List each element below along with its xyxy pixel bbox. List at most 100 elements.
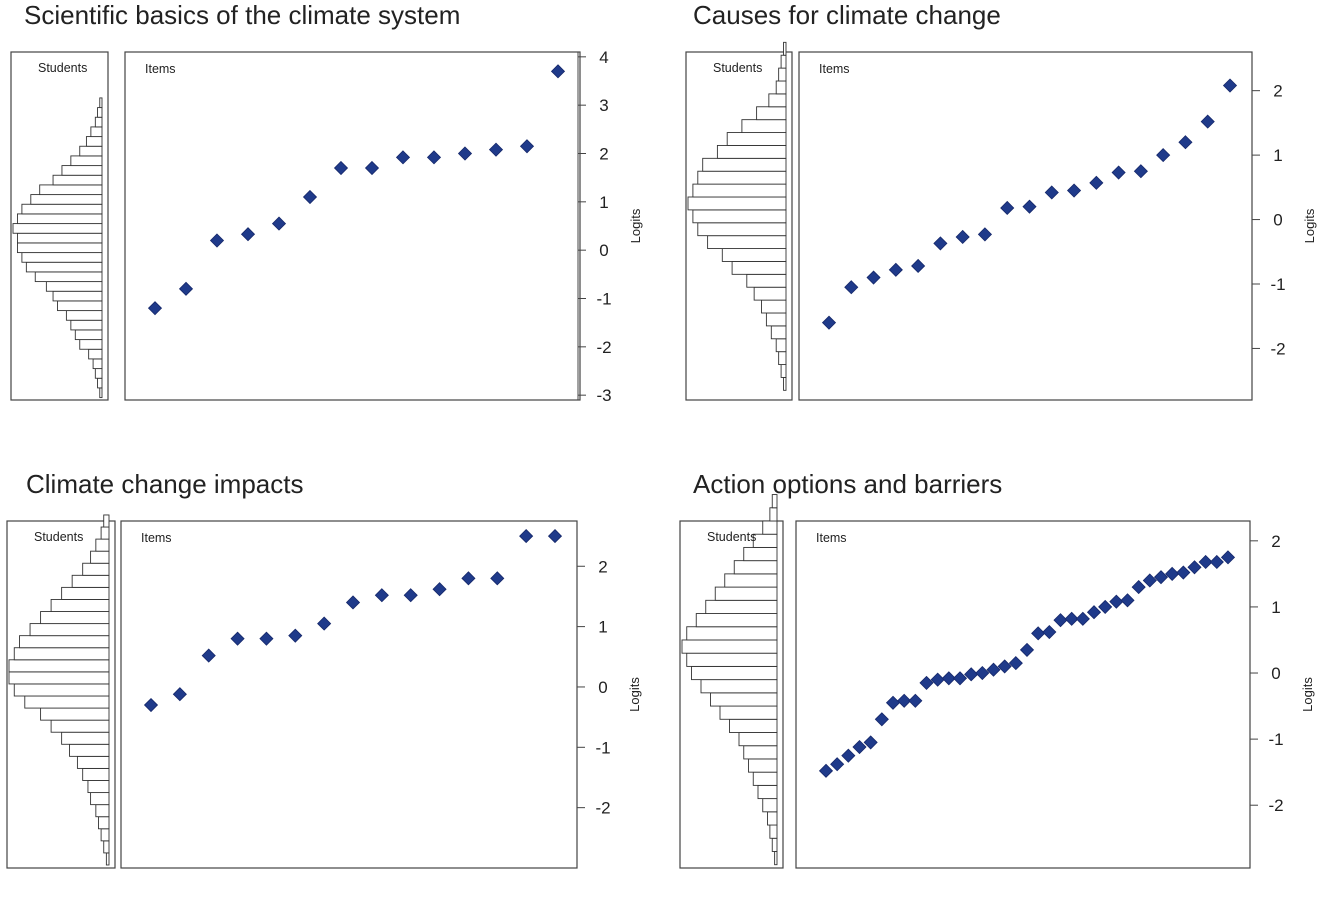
item-point	[930, 672, 945, 687]
student-histogram-bar	[98, 816, 110, 830]
student-histogram-bar	[768, 93, 787, 108]
student-histogram-bar	[775, 338, 787, 353]
student-histogram-bar	[17, 213, 103, 225]
item-point	[1064, 611, 1079, 626]
item-point	[1111, 165, 1126, 180]
item-point	[911, 258, 926, 274]
student-histogram-bar	[743, 546, 778, 562]
student-histogram-bar	[71, 574, 110, 588]
student-histogram-bar	[57, 300, 103, 312]
chart-title: Action options and barriers	[693, 469, 1003, 499]
item-point	[1220, 550, 1236, 565]
student-histogram-bar	[765, 312, 787, 327]
student-histogram-bar	[757, 784, 778, 800]
student-histogram-bar	[24, 695, 110, 709]
y-tick-label: 0	[599, 241, 608, 260]
student-histogram-bar	[40, 707, 110, 721]
students-panel-frame	[679, 520, 784, 869]
item-point	[866, 270, 881, 285]
student-histogram-bar	[90, 550, 110, 564]
item-point	[1120, 593, 1135, 608]
student-histogram-bar	[61, 586, 110, 600]
chart-svg: Students Items -2 -1 0 1 2 Logits	[679, 494, 1315, 869]
y-tick-label: -1	[1270, 275, 1285, 294]
y-axis-label: Logits	[628, 208, 643, 243]
items-panel-frame	[124, 51, 581, 401]
item-point	[1019, 642, 1035, 657]
student-histogram-bar	[780, 364, 787, 378]
student-histogram-bar	[692, 183, 787, 198]
item-point	[201, 648, 216, 663]
student-histogram-bar	[95, 804, 110, 818]
y-tick-label: 3	[599, 96, 608, 115]
item-point	[1142, 573, 1157, 588]
y-tick-label: -1	[1268, 730, 1283, 749]
student-histogram-bar	[697, 170, 787, 185]
item-point	[1066, 183, 1082, 198]
item-point	[1098, 599, 1113, 614]
item-point	[955, 229, 970, 245]
item-point	[426, 150, 442, 165]
student-histogram-bar	[710, 692, 778, 707]
plot-group: Students Items -2 -1 0 1 2 Logits	[6, 514, 642, 869]
student-histogram-bar	[79, 145, 103, 157]
student-histogram-bar	[721, 248, 787, 262]
item-point	[1178, 135, 1193, 150]
item-point	[1153, 570, 1169, 585]
item-point	[364, 160, 380, 176]
panel-causes: Causes for climate change Students Items -…	[685, 0, 1325, 438]
student-histogram-bar	[741, 119, 787, 134]
chart-svg: Students Items -3 -2 -1 0 1 2 3 4 Logits	[10, 48, 643, 405]
item-point	[1198, 554, 1213, 570]
y-tick-label: 2	[599, 145, 608, 164]
item-point	[147, 301, 163, 316]
y-tick-label: -2	[595, 799, 610, 818]
item-point	[852, 739, 867, 755]
student-histogram-bar	[50, 599, 110, 612]
student-histogram-bar	[25, 261, 103, 273]
student-histogram-bar	[52, 174, 103, 186]
student-histogram-bar	[756, 106, 787, 121]
student-histogram-bar	[61, 731, 110, 745]
student-histogram-bar	[687, 196, 787, 211]
student-histogram-bar	[17, 232, 103, 244]
student-histogram-bar	[70, 319, 103, 331]
item-point	[997, 659, 1012, 674]
item-point	[1165, 566, 1180, 581]
items-label: Items	[819, 62, 850, 76]
y-tick-label: -1	[595, 738, 610, 757]
item-point	[830, 757, 845, 772]
item-point	[919, 675, 934, 690]
student-histogram-bar	[90, 126, 103, 138]
student-histogram-bar	[21, 203, 103, 215]
item-point	[1044, 185, 1059, 200]
student-histogram-bar	[752, 533, 778, 548]
items-panel-frame	[120, 520, 578, 869]
plot-group: Students Items -3 -2 -1 0 1 2 3 4 Logits	[10, 48, 643, 405]
item-point	[519, 529, 534, 544]
item-point	[1053, 613, 1068, 628]
student-histogram-bar	[17, 242, 103, 254]
item-point	[1089, 175, 1104, 190]
student-histogram-bar	[762, 798, 778, 813]
student-histogram-bar	[69, 743, 110, 757]
student-histogram-bar	[695, 613, 778, 628]
item-point	[908, 693, 923, 708]
item-point	[1000, 200, 1015, 216]
student-histogram-bar	[88, 348, 103, 360]
item-point	[952, 671, 968, 686]
item-point	[897, 693, 912, 708]
student-histogram-bar	[99, 387, 103, 399]
students-label: Students	[38, 61, 87, 75]
chart-title: Climate change impacts	[26, 469, 304, 499]
student-histogram-bar	[769, 824, 778, 839]
student-histogram-bar	[733, 560, 778, 575]
student-histogram-bar	[783, 41, 787, 56]
item-point	[1222, 78, 1238, 93]
item-point	[975, 665, 990, 681]
panel-action-options: Action options and barriers Students Item…	[679, 469, 1325, 907]
y-axis-label: Logits	[1300, 677, 1315, 712]
students-label: Students	[34, 530, 83, 544]
student-histogram-bar	[13, 647, 110, 661]
student-histogram-bar	[762, 520, 778, 535]
